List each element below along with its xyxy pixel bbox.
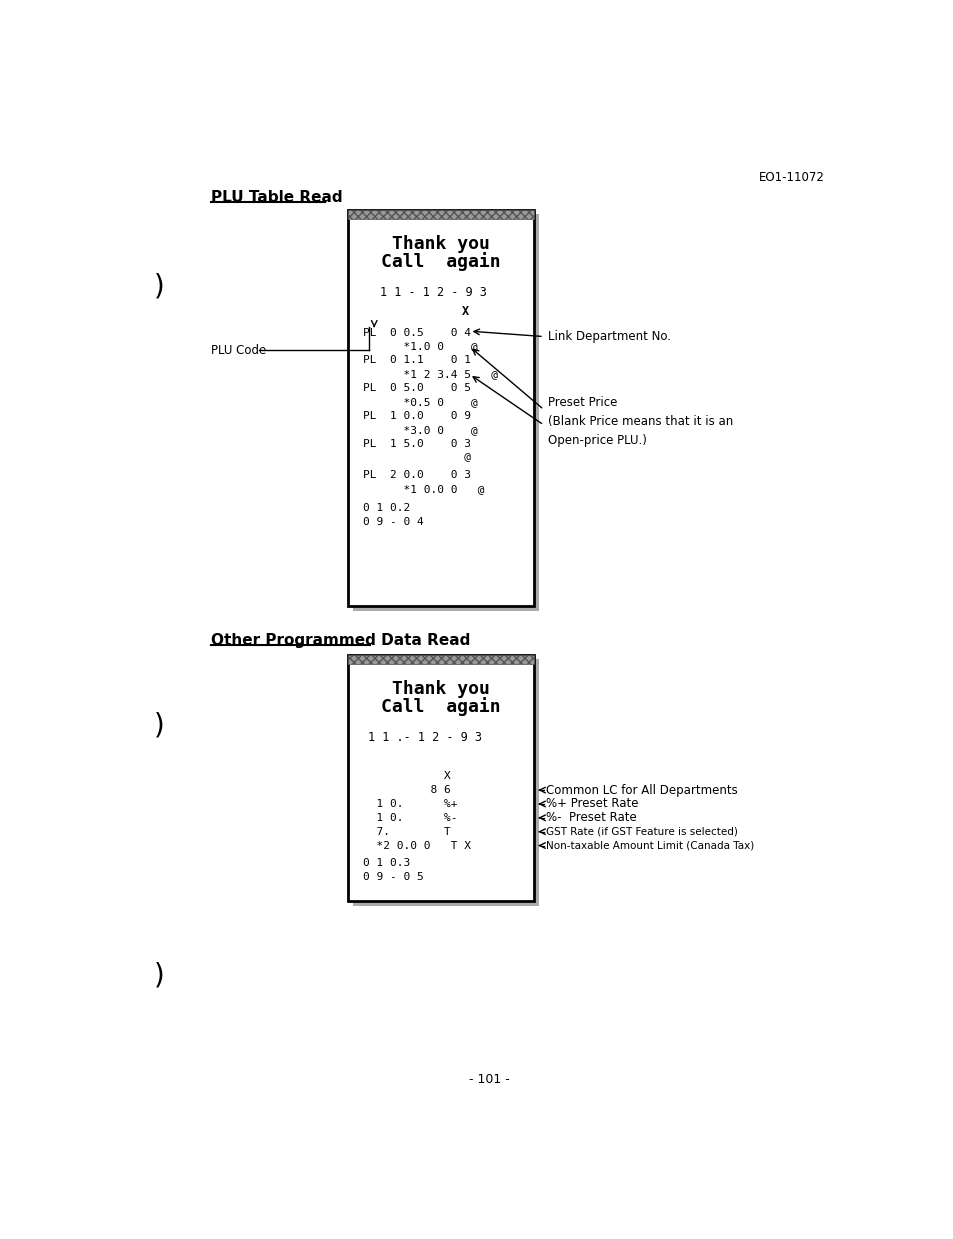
Text: 0 1 0.2: 0 1 0.2 xyxy=(363,503,410,513)
Text: %-  Preset Rate: %- Preset Rate xyxy=(546,812,637,824)
Text: PL  0 5.0    0 5: PL 0 5.0 0 5 xyxy=(363,383,471,393)
Bar xyxy=(353,214,537,611)
Text: 0 9 - 0 5: 0 9 - 0 5 xyxy=(363,872,424,882)
Text: Thank you: Thank you xyxy=(392,680,489,699)
Text: Link Department No.: Link Department No. xyxy=(547,330,670,343)
Text: ): ) xyxy=(154,273,165,301)
Text: Thank you: Thank you xyxy=(392,235,489,253)
Text: Preset Price
(Blank Price means that it is an
Open-price PLU.): Preset Price (Blank Price means that it … xyxy=(547,395,732,447)
Text: PL  0 1.1    0 1: PL 0 1.1 0 1 xyxy=(363,356,471,366)
Text: 0 9 - 0 4: 0 9 - 0 4 xyxy=(363,517,424,527)
Text: *3.0 0    @: *3.0 0 @ xyxy=(363,425,477,435)
Text: 1 0.      %-: 1 0. %- xyxy=(363,813,457,823)
Text: 8 6: 8 6 xyxy=(363,786,451,795)
Text: @: @ xyxy=(363,452,471,462)
Text: Common LC for All Departments: Common LC for All Departments xyxy=(546,783,738,797)
Text: *0.5 0    @: *0.5 0 @ xyxy=(363,396,477,406)
Text: 1 0.      %+: 1 0. %+ xyxy=(363,799,457,809)
Text: X: X xyxy=(461,306,469,318)
Text: - 101 -: - 101 - xyxy=(468,1073,509,1085)
Text: PL  2 0.0    0 3: PL 2 0.0 0 3 xyxy=(363,470,471,481)
Text: *1.0 0    @: *1.0 0 @ xyxy=(363,342,477,352)
Text: ): ) xyxy=(154,711,165,740)
Text: *1 2 3.4 5   @: *1 2 3.4 5 @ xyxy=(363,369,497,379)
Text: Other Programmed Data Read: Other Programmed Data Read xyxy=(211,633,470,648)
Text: %+ Preset Rate: %+ Preset Rate xyxy=(546,798,639,810)
Text: *2 0.0 0   T X: *2 0.0 0 T X xyxy=(363,840,471,850)
Text: PL  0 0.5    0 4: PL 0 0.5 0 4 xyxy=(363,327,471,338)
Text: X: X xyxy=(363,771,451,782)
Text: Non-taxable Amount Limit (Canada Tax): Non-taxable Amount Limit (Canada Tax) xyxy=(546,840,754,850)
Bar xyxy=(348,209,534,606)
Text: PLU Code: PLU Code xyxy=(211,344,266,357)
Text: 1 1 - 1 2 - 9 3: 1 1 - 1 2 - 9 3 xyxy=(379,286,486,299)
Text: *1 0.0 0   @: *1 0.0 0 @ xyxy=(363,484,484,494)
Bar xyxy=(348,209,534,219)
Bar xyxy=(348,654,534,664)
Text: PLU Table Read: PLU Table Read xyxy=(211,191,342,206)
Text: GST Rate (if GST Feature is selected): GST Rate (if GST Feature is selected) xyxy=(546,826,738,836)
Text: ): ) xyxy=(154,961,165,990)
Text: Call  again: Call again xyxy=(380,253,500,271)
Text: EO1-11072: EO1-11072 xyxy=(758,171,823,185)
Text: 1 1 .- 1 2 - 9 3: 1 1 .- 1 2 - 9 3 xyxy=(368,731,482,745)
Text: 0 1 0.3: 0 1 0.3 xyxy=(363,859,410,869)
Bar xyxy=(348,654,534,901)
Text: PL  1 0.0    0 9: PL 1 0.0 0 9 xyxy=(363,411,471,421)
Text: 7.        T: 7. T xyxy=(363,826,451,836)
Text: PL  1 5.0    0 3: PL 1 5.0 0 3 xyxy=(363,439,471,449)
Bar xyxy=(353,659,537,906)
Text: Call  again: Call again xyxy=(380,698,500,716)
